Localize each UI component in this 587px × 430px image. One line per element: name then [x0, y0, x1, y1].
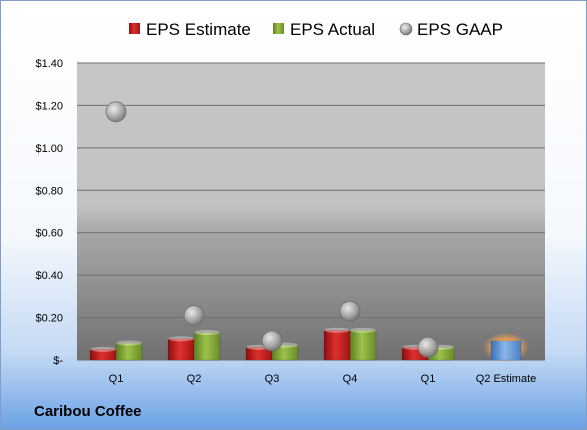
x-tick-label: Q2 [187, 373, 202, 385]
company-label: Caribou Coffee [34, 403, 142, 420]
legend-swatch [129, 23, 140, 34]
point-eps-gaap [261, 330, 283, 352]
y-tick-label: $0.20 [35, 313, 63, 325]
bar-q2-estimate [490, 340, 522, 361]
legend: EPS Estimate EPS Actual EPS GAAP [129, 20, 503, 39]
y-tick-label: $0.80 [35, 185, 63, 197]
y-tick-label: $1.00 [35, 143, 63, 155]
x-tick-label: Q2 Estimate [476, 373, 537, 385]
bar-eps-estimate [167, 338, 195, 361]
x-tick-label: Q1 [109, 373, 124, 385]
point-eps-gaap [105, 101, 127, 123]
x-axis: Q1 Q2 Q3 Q4 Q1 Q2 Estimate [109, 373, 537, 385]
bar-top-highlight [116, 340, 142, 346]
y-tick-label: $1.40 [35, 58, 63, 70]
gridlines [77, 62, 545, 361]
bar-eps-actual [193, 332, 221, 361]
chart-marks [89, 101, 529, 362]
legend-label: EPS Actual [290, 20, 375, 39]
y-tick-label: $- [53, 355, 63, 367]
legend-swatch [273, 23, 284, 34]
bar-top-highlight [194, 329, 220, 335]
x-tick-label: Q3 [265, 373, 280, 385]
point-eps-gaap [339, 300, 361, 322]
x-tick-label: Q4 [343, 373, 358, 385]
y-tick-label: $0.60 [35, 228, 63, 240]
point-eps-gaap [417, 336, 439, 358]
bar-eps-actual [349, 330, 377, 361]
bar-top-highlight [324, 327, 350, 333]
y-axis: $- $0.20 $0.40 $0.60 $0.80 $1.00 $1.20 $1.40 [35, 58, 63, 367]
legend-swatch [399, 22, 413, 36]
bar-top-highlight [350, 327, 376, 333]
legend-label: EPS GAAP [417, 20, 503, 39]
bar-eps-estimate [323, 330, 351, 361]
bar-top-highlight [168, 336, 194, 342]
point-eps-gaap [183, 305, 205, 326]
plot-area [77, 63, 545, 360]
x-tick-label: Q1 [421, 373, 436, 385]
legend-label: EPS Estimate [146, 20, 251, 39]
bar-eps-actual [115, 342, 143, 361]
bar-top-highlight [90, 346, 116, 352]
y-tick-label: $1.20 [35, 100, 63, 112]
y-tick-label: $0.40 [35, 270, 63, 282]
